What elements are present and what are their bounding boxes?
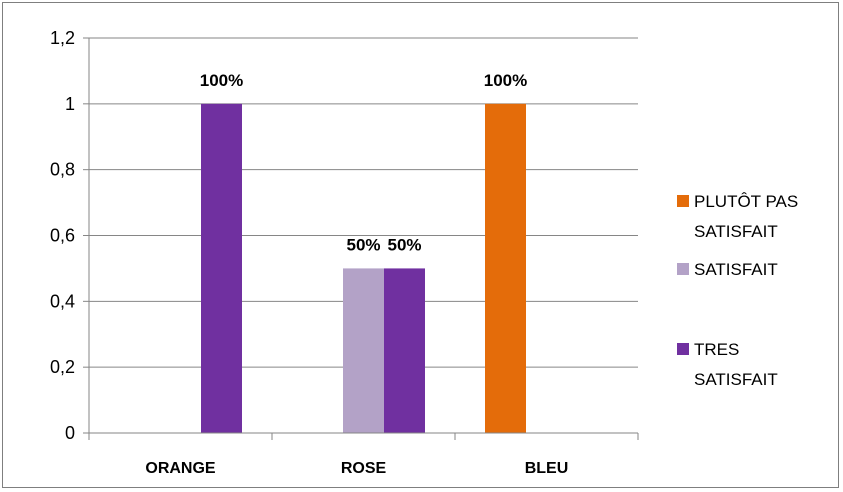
data-label: 50% [346, 235, 380, 254]
category-label: BLEU [525, 460, 569, 477]
legend-swatch [677, 343, 689, 355]
bars [201, 103, 526, 433]
category-label: ORANGE [145, 460, 216, 477]
legend-entry-label: SATISFAIT [694, 260, 778, 279]
bar [343, 268, 384, 433]
y-tick-label: 1,2 [50, 28, 75, 48]
legend-entry-label: SATISFAIT [694, 222, 778, 241]
gridlines [89, 37, 638, 368]
bar [485, 103, 526, 433]
y-tick-label: 0,2 [50, 357, 75, 377]
y-tick-label: 0,8 [50, 160, 75, 180]
data-label: 50% [387, 235, 421, 254]
data-labels: 100% 50% 100% 50% [200, 71, 527, 255]
y-tick-label: 0,6 [50, 226, 75, 246]
bar [201, 103, 242, 433]
bar [384, 268, 425, 433]
y-tick-label: 0 [65, 423, 75, 443]
legend-entry-label: TRES [694, 340, 739, 359]
legend-entry-label: SATISFAIT [694, 370, 778, 389]
y-tick-label: 0,4 [50, 291, 75, 311]
data-label: 100% [200, 71, 243, 90]
y-tick-label: 1 [65, 94, 75, 114]
legend-swatch [677, 263, 689, 275]
category-label: ROSE [341, 460, 387, 477]
legend-entry-label: PLUTÔT PAS [694, 192, 798, 211]
data-label: 100% [484, 71, 527, 90]
axes: 0 0,2 0,4 0,6 0,8 1 1,2 ORANGE ROSE BLEU [50, 28, 639, 477]
legend: PLUTÔT PAS SATISFAIT SATISFAIT TRES SATISFAI… [677, 192, 798, 389]
legend-swatch [677, 195, 689, 207]
